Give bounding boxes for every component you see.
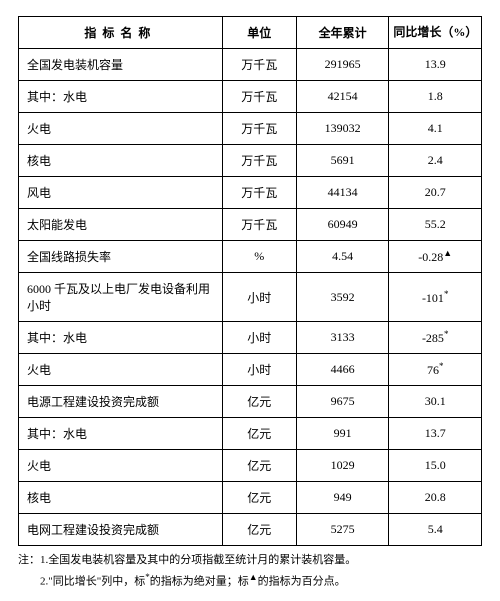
cell-growth: 55.2	[389, 209, 482, 241]
col-header-growth: 同比增长（%）	[389, 17, 482, 49]
cell-name: 其中：水电	[19, 322, 223, 354]
cell-growth: 30.1	[389, 386, 482, 418]
cell-total: 3133	[296, 322, 389, 354]
cell-total: 5275	[296, 514, 389, 546]
table-row: 全国线路损失率%4.54-0.28▲	[19, 241, 482, 273]
table-row: 风电万千瓦4413420.7	[19, 177, 482, 209]
cell-growth: 76*	[389, 354, 482, 386]
col-header-name: 指标名称	[19, 17, 223, 49]
table-row: 火电万千瓦1390324.1	[19, 113, 482, 145]
table-body: 全国发电装机容量万千瓦29196513.9其中：水电万千瓦421541.8火电万…	[19, 49, 482, 546]
cell-unit: %	[222, 241, 296, 273]
table-header-row: 指标名称 单位 全年累计 同比增长（%）	[19, 17, 482, 49]
cell-unit: 小时	[222, 354, 296, 386]
cell-name: 电网工程建设投资完成额	[19, 514, 223, 546]
col-header-total: 全年累计	[296, 17, 389, 49]
cell-unit: 亿元	[222, 450, 296, 482]
cell-name: 其中：水电	[19, 81, 223, 113]
cell-name: 全国线路损失率	[19, 241, 223, 273]
cell-unit: 亿元	[222, 482, 296, 514]
table-row: 核电亿元94920.8	[19, 482, 482, 514]
footnote-item: 2."同比增长"列中，标*的指标为绝对量；标▲的指标为百分点。	[40, 570, 346, 591]
cell-total: 3592	[296, 273, 389, 322]
cell-total: 991	[296, 418, 389, 450]
cell-total: 4466	[296, 354, 389, 386]
cell-growth: 20.8	[389, 482, 482, 514]
cell-unit: 亿元	[222, 386, 296, 418]
cell-total: 139032	[296, 113, 389, 145]
cell-total: 5691	[296, 145, 389, 177]
table-row: 火电小时446676*	[19, 354, 482, 386]
cell-unit: 万千瓦	[222, 113, 296, 145]
table-row: 全国发电装机容量万千瓦29196513.9	[19, 49, 482, 81]
cell-name: 风电	[19, 177, 223, 209]
cell-unit: 万千瓦	[222, 177, 296, 209]
footnote-spacer	[18, 570, 40, 591]
cell-name: 6000 千瓦及以上电厂发电设备利用小时	[19, 273, 223, 322]
cell-growth: 1.8	[389, 81, 482, 113]
cell-growth: 4.1	[389, 113, 482, 145]
cell-growth: -285*	[389, 322, 482, 354]
cell-total: 4.54	[296, 241, 389, 273]
cell-unit: 小时	[222, 322, 296, 354]
cell-growth: 15.0	[389, 450, 482, 482]
table-row: 其中：水电万千瓦421541.8	[19, 81, 482, 113]
cell-name: 电源工程建设投资完成额	[19, 386, 223, 418]
cell-unit: 亿元	[222, 418, 296, 450]
cell-unit: 万千瓦	[222, 81, 296, 113]
cell-name: 其中：水电	[19, 418, 223, 450]
table-row: 火电亿元102915.0	[19, 450, 482, 482]
cell-growth: 2.4	[389, 145, 482, 177]
cell-total: 42154	[296, 81, 389, 113]
cell-growth: 5.4	[389, 514, 482, 546]
cell-name: 火电	[19, 450, 223, 482]
cell-growth: -101*	[389, 273, 482, 322]
footnote-item: 1.全国发电装机容量及其中的分项指截至统计月的累计装机容量。	[40, 552, 356, 570]
table-row: 太阳能发电万千瓦6094955.2	[19, 209, 482, 241]
cell-unit: 万千瓦	[222, 145, 296, 177]
cell-growth: -0.28▲	[389, 241, 482, 273]
footnote-label: 注：	[18, 552, 40, 570]
cell-name: 核电	[19, 145, 223, 177]
cell-total: 949	[296, 482, 389, 514]
footnotes: 注： 1.全国发电装机容量及其中的分项指截至统计月的累计装机容量。 2."同比增…	[18, 552, 482, 591]
cell-name: 火电	[19, 354, 223, 386]
cell-total: 44134	[296, 177, 389, 209]
cell-name: 全国发电装机容量	[19, 49, 223, 81]
cell-total: 9675	[296, 386, 389, 418]
cell-total: 60949	[296, 209, 389, 241]
cell-unit: 万千瓦	[222, 209, 296, 241]
cell-unit: 亿元	[222, 514, 296, 546]
table-row: 6000 千瓦及以上电厂发电设备利用小时小时3592-101*	[19, 273, 482, 322]
table-row: 核电万千瓦56912.4	[19, 145, 482, 177]
stats-table: 指标名称 单位 全年累计 同比增长（%） 全国发电装机容量万千瓦29196513…	[18, 16, 482, 546]
cell-growth: 13.7	[389, 418, 482, 450]
table-row: 其中：水电亿元99113.7	[19, 418, 482, 450]
cell-growth: 20.7	[389, 177, 482, 209]
cell-unit: 小时	[222, 273, 296, 322]
table-row: 电网工程建设投资完成额亿元52755.4	[19, 514, 482, 546]
cell-name: 太阳能发电	[19, 209, 223, 241]
cell-total: 291965	[296, 49, 389, 81]
table-row: 电源工程建设投资完成额亿元967530.1	[19, 386, 482, 418]
cell-name: 火电	[19, 113, 223, 145]
col-header-unit: 单位	[222, 17, 296, 49]
cell-total: 1029	[296, 450, 389, 482]
cell-unit: 万千瓦	[222, 49, 296, 81]
cell-growth: 13.9	[389, 49, 482, 81]
table-row: 其中：水电小时3133-285*	[19, 322, 482, 354]
cell-name: 核电	[19, 482, 223, 514]
